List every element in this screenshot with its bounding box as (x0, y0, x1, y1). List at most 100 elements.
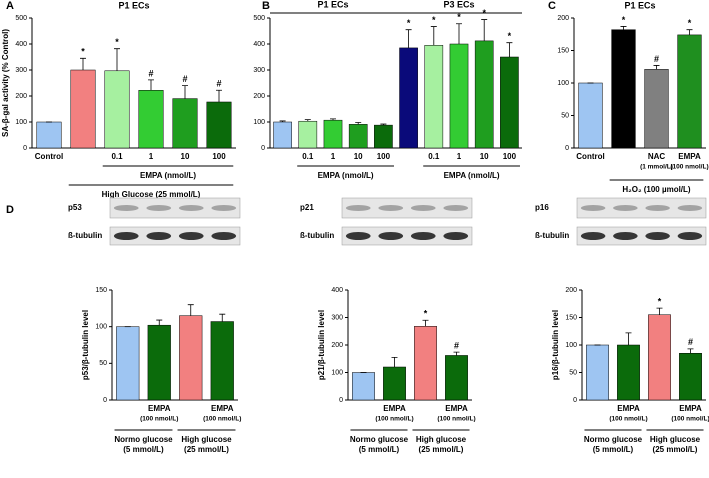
significance-mark: # (182, 74, 187, 84)
group-label: High Glucose (25 mmol/L) (102, 190, 201, 199)
bar (104, 70, 130, 149)
blot-label: ß-tubulin (68, 231, 102, 240)
significance-mark: * (658, 297, 662, 307)
x-tick-label: 10 (354, 152, 363, 161)
y-tick-label: 0 (565, 145, 569, 152)
error-bar (216, 89, 222, 102)
error-bar (156, 319, 163, 326)
y-tick-label: 400 (253, 41, 265, 48)
blot-band (345, 232, 371, 240)
x-tick-sublabel: (100 nmol/L) (671, 416, 709, 423)
x-tick-label: Control (576, 152, 604, 161)
group-sublabel: (25 mmol/L) (184, 445, 229, 454)
bar (374, 124, 393, 149)
significance-mark: * (432, 15, 436, 25)
significance-mark: # (654, 54, 659, 64)
blot-label: p21 (300, 203, 314, 212)
significance-mark: * (115, 37, 119, 47)
bar (449, 43, 469, 149)
y-axis-label: SA-β-gal activity (% Control) (1, 29, 10, 137)
y-tick-label: 500 (253, 15, 265, 22)
error-bar (625, 332, 632, 345)
x-tick-sublabel: (100 nmol/L) (670, 164, 708, 171)
error-bar (80, 57, 86, 70)
error-bar (355, 122, 362, 125)
x-tick-sublabel: (100 nmol/L) (375, 416, 413, 423)
group-label: Normo glucose (350, 435, 409, 444)
y-tick-label: 300 (15, 67, 27, 74)
blot-band (113, 205, 139, 211)
x-tick-label: EMPA (679, 404, 702, 413)
y-tick-label: 400 (331, 287, 343, 294)
chart-title: P1 ECs (118, 0, 149, 10)
bar (348, 124, 368, 149)
bar (352, 372, 375, 401)
bar (210, 321, 234, 401)
significance-mark: * (482, 8, 486, 18)
error-bar (422, 319, 429, 327)
y-tick-label: 200 (557, 15, 569, 22)
error-bar (687, 348, 694, 354)
x-tick-sublabel: (100 nmol/L) (203, 416, 241, 423)
group-label: Normo glucose (584, 435, 643, 444)
error-bar (380, 123, 387, 126)
blot-band (443, 205, 469, 211)
significance-mark: * (688, 18, 692, 28)
blot-strip (576, 226, 707, 246)
bar (298, 120, 318, 149)
x-tick-sublabel: (100 nmol/L) (609, 416, 647, 423)
error-bar (506, 42, 513, 57)
blot-strip (341, 197, 473, 219)
panel-letter: B (262, 0, 270, 12)
blot-strip (109, 197, 241, 219)
blot-band (146, 205, 172, 211)
blot-label: ß-tubulin (535, 231, 569, 240)
error-bar (219, 313, 226, 322)
y-tick-label: 200 (15, 93, 27, 100)
blot-strip (341, 226, 473, 246)
bar (172, 98, 198, 149)
bar (445, 355, 468, 401)
y-tick-label: 150 (565, 314, 577, 321)
bar (399, 47, 418, 149)
bar (70, 69, 96, 149)
panel-letter: D (6, 204, 14, 216)
blot-band (580, 205, 606, 211)
x-tick-label: 10 (480, 152, 489, 161)
x-tick-sublabel: (100 nmol/L) (437, 416, 475, 423)
bar (36, 121, 62, 149)
blot-strip (576, 197, 707, 219)
bar (147, 324, 171, 401)
error-bar (391, 356, 398, 367)
x-tick-label: 1 (149, 152, 154, 161)
bar (138, 90, 164, 149)
error-bar (304, 119, 311, 122)
blot-band (613, 205, 638, 211)
bar (611, 29, 636, 149)
x-tick-label: 10 (181, 152, 190, 161)
y-axis-label: p16/β-tubulin level (551, 310, 560, 380)
x-tick-label: EMPA (211, 404, 234, 413)
bar (648, 314, 671, 401)
error-bar (656, 307, 663, 315)
group-sublabel: (5 mmol/L) (359, 445, 400, 454)
x-tick-sublabel: (100 nmol/L) (140, 416, 178, 423)
x-tick-sublabel: (1 mmol/L) (640, 164, 673, 171)
x-tick-label: EMPA (445, 404, 468, 413)
panel-letter: A (6, 0, 14, 12)
x-tick-label: 1 (331, 152, 336, 161)
group-label: High glucose (650, 435, 701, 444)
y-tick-label: 50 (99, 360, 107, 367)
blot-band (345, 205, 371, 211)
y-axis-label: p53/β-tubulin level (81, 310, 90, 380)
bar (644, 69, 669, 149)
bar (679, 353, 702, 401)
blot-band (113, 232, 139, 240)
y-tick-label: 150 (557, 47, 569, 54)
chart-title: P1 ECs (624, 0, 655, 10)
bar (586, 344, 609, 401)
error-bar (279, 120, 286, 122)
group-label: H₂O₂ (100 µmol/L) (622, 185, 691, 194)
blot-band (443, 232, 469, 240)
